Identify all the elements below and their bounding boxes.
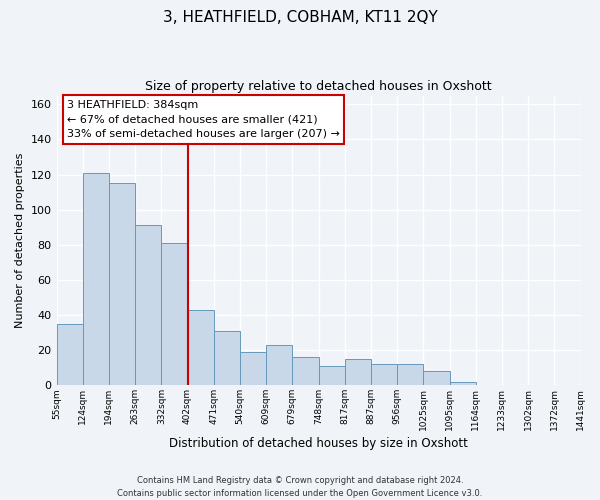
Bar: [371, 364, 397, 385]
Bar: [345, 359, 371, 385]
Bar: [56, 324, 83, 385]
Text: 3 HEATHFIELD: 384sqm
← 67% of detached houses are smaller (421)
33% of semi-deta: 3 HEATHFIELD: 384sqm ← 67% of detached h…: [67, 100, 340, 140]
Bar: [240, 352, 266, 385]
Text: 3, HEATHFIELD, COBHAM, KT11 2QY: 3, HEATHFIELD, COBHAM, KT11 2QY: [163, 10, 437, 25]
Bar: [109, 184, 135, 385]
Title: Size of property relative to detached houses in Oxshott: Size of property relative to detached ho…: [145, 80, 492, 93]
Bar: [188, 310, 214, 385]
Bar: [161, 243, 188, 385]
Y-axis label: Number of detached properties: Number of detached properties: [15, 152, 25, 328]
Bar: [319, 366, 345, 385]
Text: Contains HM Land Registry data © Crown copyright and database right 2024.
Contai: Contains HM Land Registry data © Crown c…: [118, 476, 482, 498]
Bar: [292, 357, 319, 385]
Bar: [397, 364, 424, 385]
Bar: [83, 173, 109, 385]
Bar: [449, 382, 476, 385]
X-axis label: Distribution of detached houses by size in Oxshott: Distribution of detached houses by size …: [169, 437, 468, 450]
Bar: [214, 330, 240, 385]
Bar: [424, 371, 449, 385]
Bar: [266, 345, 292, 385]
Bar: [135, 226, 161, 385]
